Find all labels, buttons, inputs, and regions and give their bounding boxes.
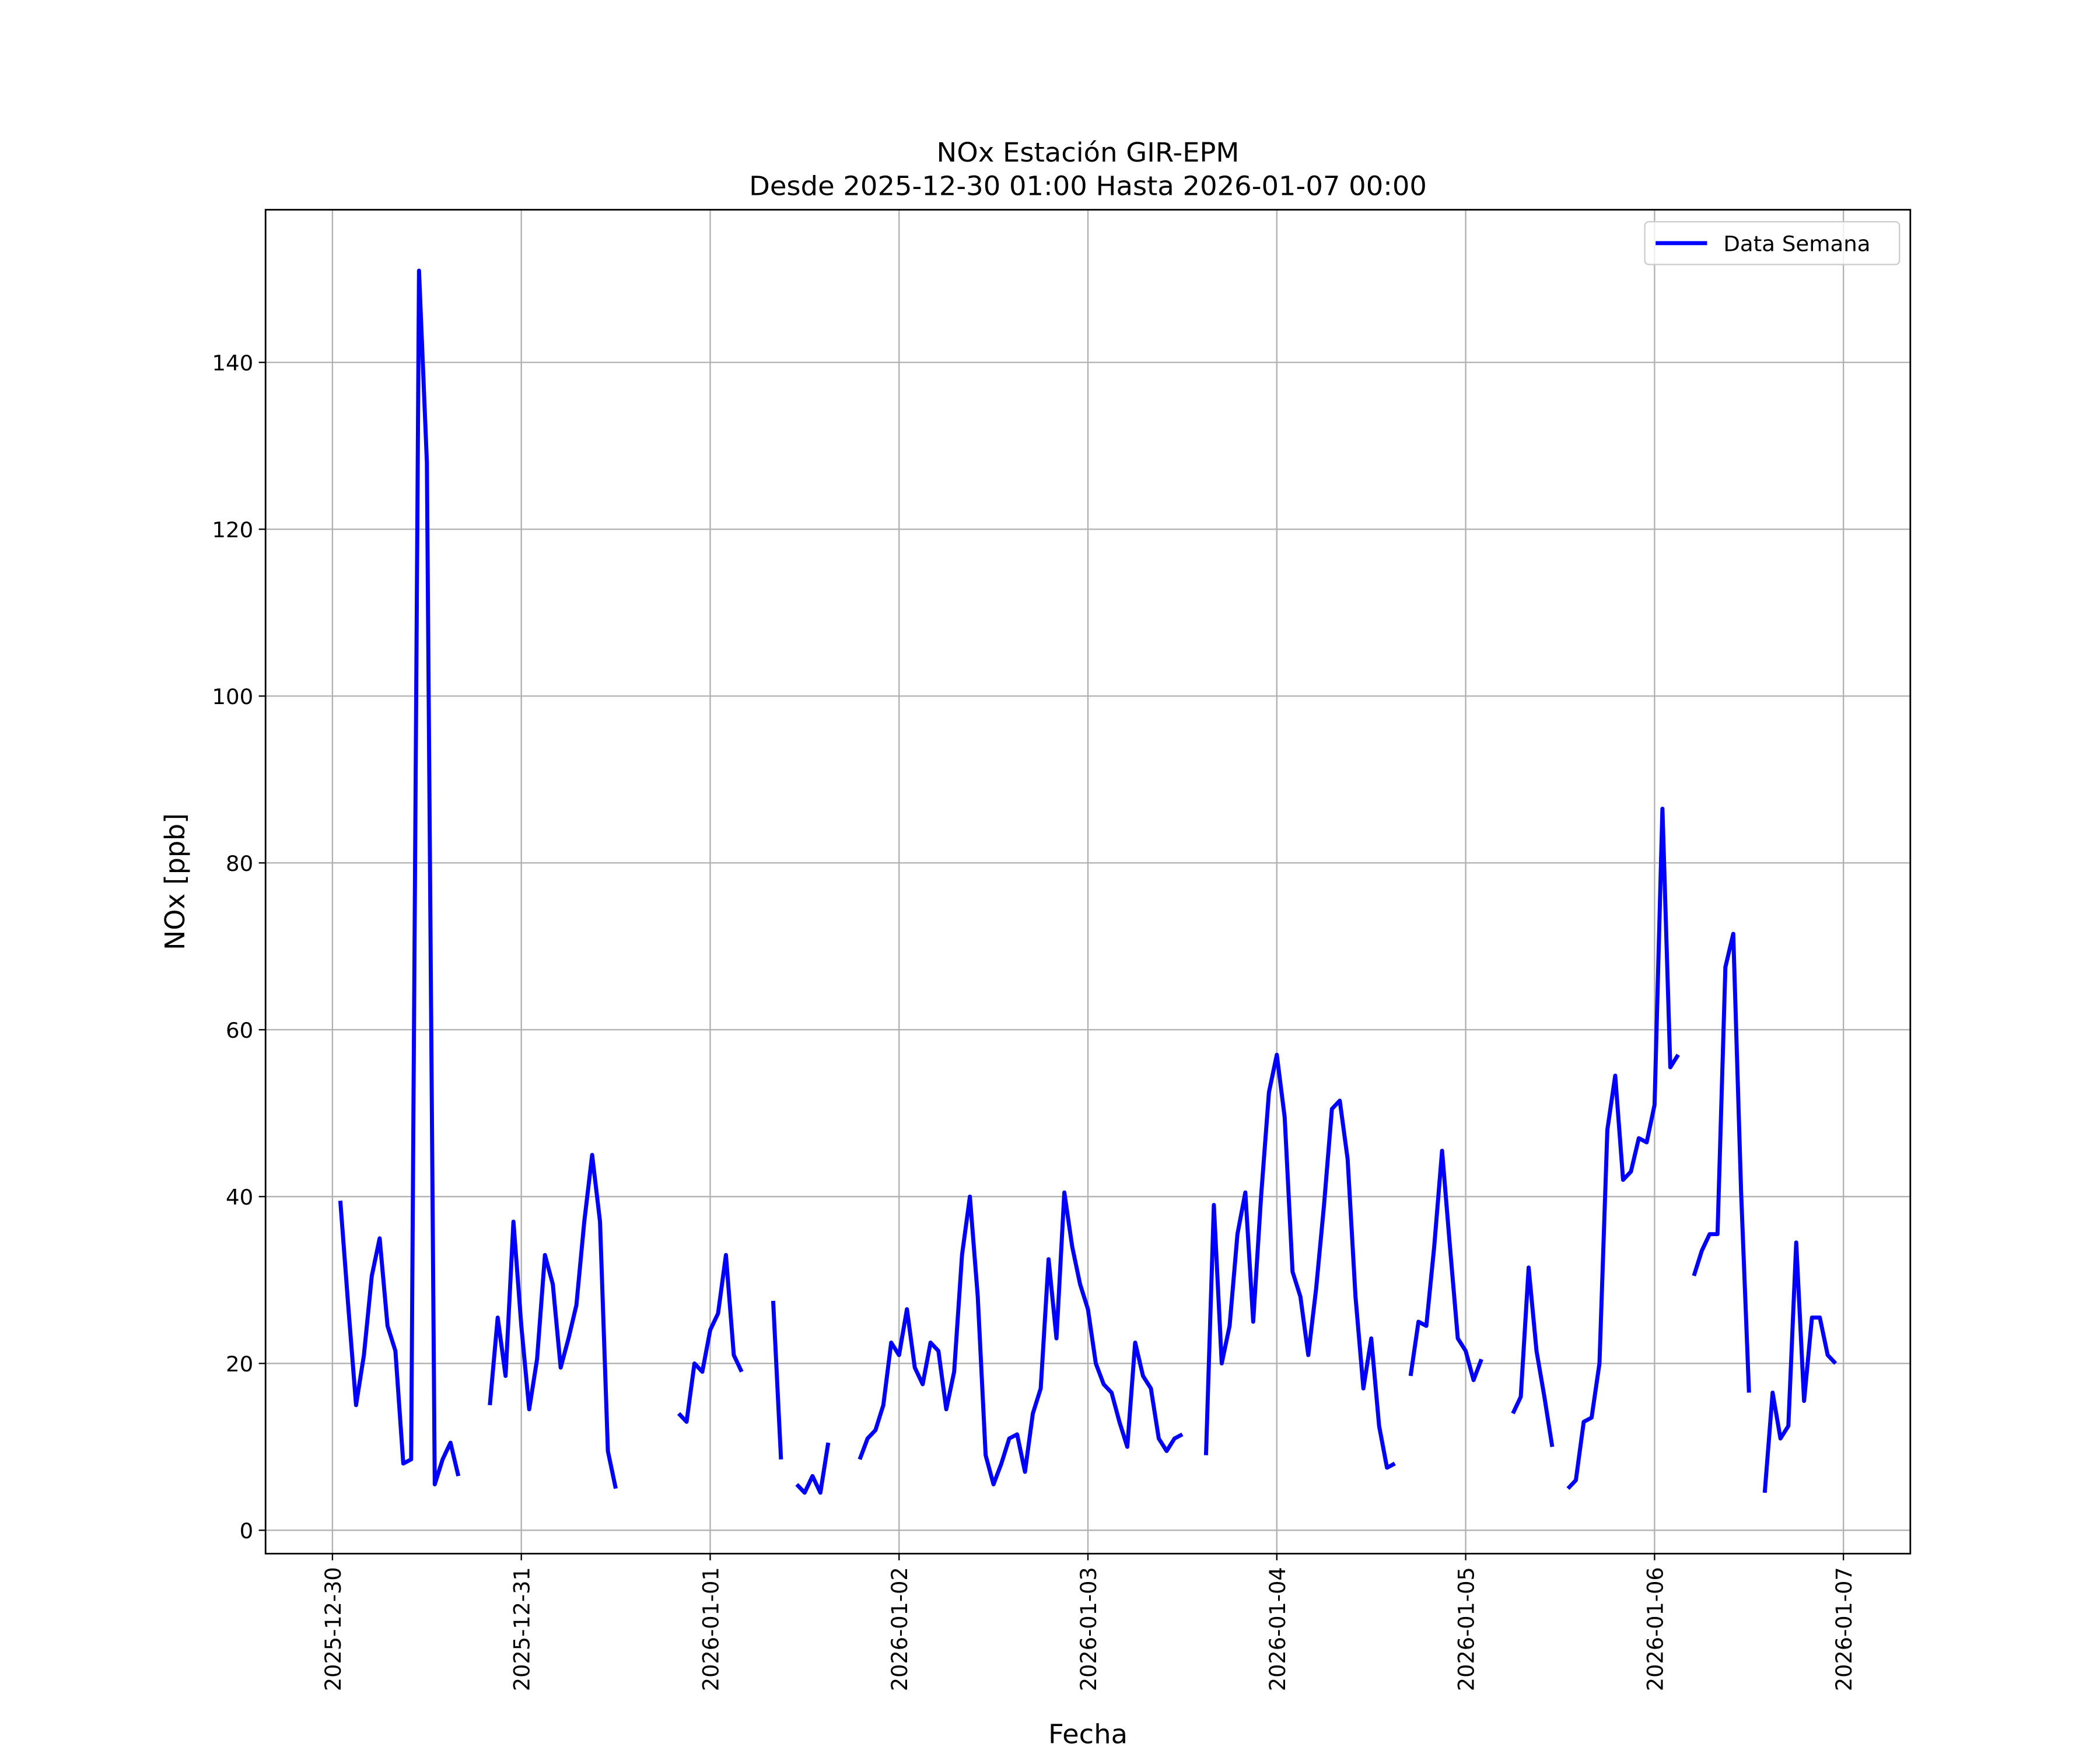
data-line <box>1511 1265 1555 1447</box>
chart-title: NOx Estación GIR-EPM <box>937 136 1240 168</box>
data-line <box>677 1252 744 1424</box>
chart-subtitle: Desde 2025-12-30 01:00 Hasta 2026-01-07 … <box>749 170 1427 202</box>
plot-lines <box>338 268 1838 1495</box>
data-line <box>1203 1052 1396 1470</box>
x-tick-label: 2025-12-30 <box>321 1567 346 1691</box>
x-tick-label: 2026-01-04 <box>1265 1567 1290 1691</box>
data-line <box>1762 1240 1838 1493</box>
x-tick-label: 2025-12-31 <box>509 1567 534 1691</box>
y-tick-label: 20 <box>226 1352 253 1377</box>
y-tick-label: 40 <box>226 1185 253 1210</box>
y-tick-label: 120 <box>212 517 253 542</box>
y-tick-label: 140 <box>212 351 253 376</box>
x-tick-label: 2026-01-02 <box>887 1567 912 1691</box>
x-tick-label: 2026-01-07 <box>1832 1567 1857 1691</box>
data-line <box>1408 1149 1483 1382</box>
x-tick-label: 2026-01-01 <box>698 1567 723 1691</box>
y-axis-label: NOx [ppb] <box>159 813 191 950</box>
ticks: 0 20 40 60 80 100 120 140 2025-12-30 2025-12-31 20… <box>212 351 1857 1691</box>
legend-label: Data Semana <box>1723 232 1870 257</box>
data-line <box>488 1153 618 1489</box>
x-tick-label: 2026-01-06 <box>1643 1567 1668 1691</box>
data-line <box>338 268 461 1487</box>
y-tick-label: 0 <box>240 1518 254 1544</box>
legend-box <box>1644 221 1901 265</box>
x-axis-label: Fecha <box>1048 1718 1128 1750</box>
y-tick-label: 100 <box>212 684 253 709</box>
data-line <box>771 1300 783 1460</box>
data-line <box>795 1442 831 1495</box>
data-line <box>1566 806 1680 1490</box>
x-tick-label: 2026-01-03 <box>1076 1567 1101 1691</box>
data-line <box>858 1190 1184 1487</box>
y-tick-label: 60 <box>226 1018 253 1043</box>
x-tick-label: 2026-01-05 <box>1454 1567 1479 1691</box>
data-line <box>1692 932 1751 1393</box>
y-tick-label: 80 <box>226 851 253 876</box>
legend: Data Semana <box>1644 221 1901 265</box>
